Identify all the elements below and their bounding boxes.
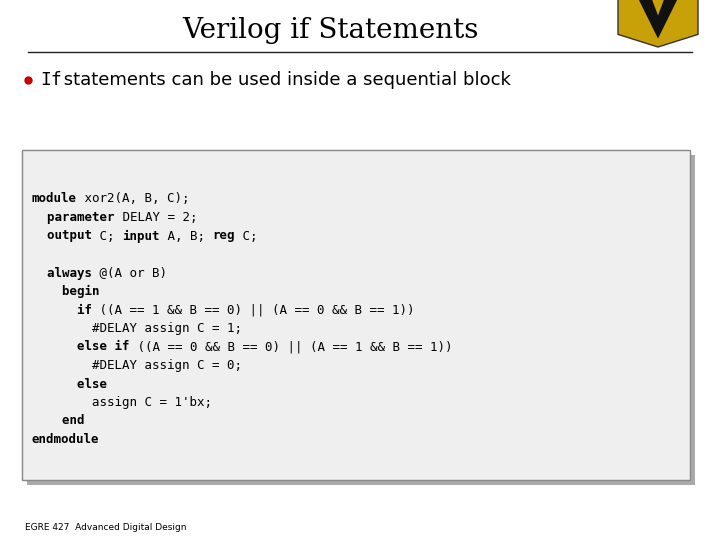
Text: C;: C;: [92, 230, 122, 242]
Text: C;: C;: [235, 230, 258, 242]
Text: else: else: [32, 377, 107, 390]
Text: output: output: [32, 230, 92, 242]
Text: endmodule: endmodule: [32, 433, 99, 446]
Text: @(A or B): @(A or B): [92, 267, 167, 280]
Polygon shape: [618, 0, 698, 47]
Text: input: input: [122, 230, 160, 242]
Text: ((A == 0 && B == 0) || (A == 1 && B == 1)): ((A == 0 && B == 0) || (A == 1 && B == 1…: [130, 341, 452, 354]
Text: else if: else if: [32, 341, 130, 354]
Text: assign C = 1'bx;: assign C = 1'bx;: [32, 396, 212, 409]
FancyBboxPatch shape: [27, 155, 695, 485]
Text: if: if: [32, 303, 92, 316]
Text: begin: begin: [32, 285, 99, 298]
Text: reg: reg: [212, 230, 235, 242]
Text: module: module: [32, 192, 77, 206]
Text: end: end: [32, 415, 84, 428]
Text: DELAY = 2;: DELAY = 2;: [114, 211, 197, 224]
Text: Verilog if Statements: Verilog if Statements: [182, 17, 478, 44]
Text: EGRE 427  Advanced Digital Design: EGRE 427 Advanced Digital Design: [25, 523, 186, 532]
Text: A, B;: A, B;: [160, 230, 212, 242]
Text: statements can be used inside a sequential block: statements can be used inside a sequenti…: [58, 71, 511, 89]
Text: parameter: parameter: [32, 211, 114, 224]
Text: #DELAY assign C = 0;: #DELAY assign C = 0;: [32, 359, 242, 372]
Polygon shape: [628, 0, 688, 38]
Text: always: always: [32, 267, 92, 280]
Text: ((A == 1 && B == 0) || (A == 0 && B == 1)): ((A == 1 && B == 0) || (A == 0 && B == 1…: [92, 303, 415, 316]
Text: If: If: [40, 71, 62, 89]
Text: #DELAY assign C = 1;: #DELAY assign C = 1;: [32, 322, 242, 335]
FancyBboxPatch shape: [22, 150, 690, 480]
Text: xor2(A, B, C);: xor2(A, B, C);: [77, 192, 189, 206]
